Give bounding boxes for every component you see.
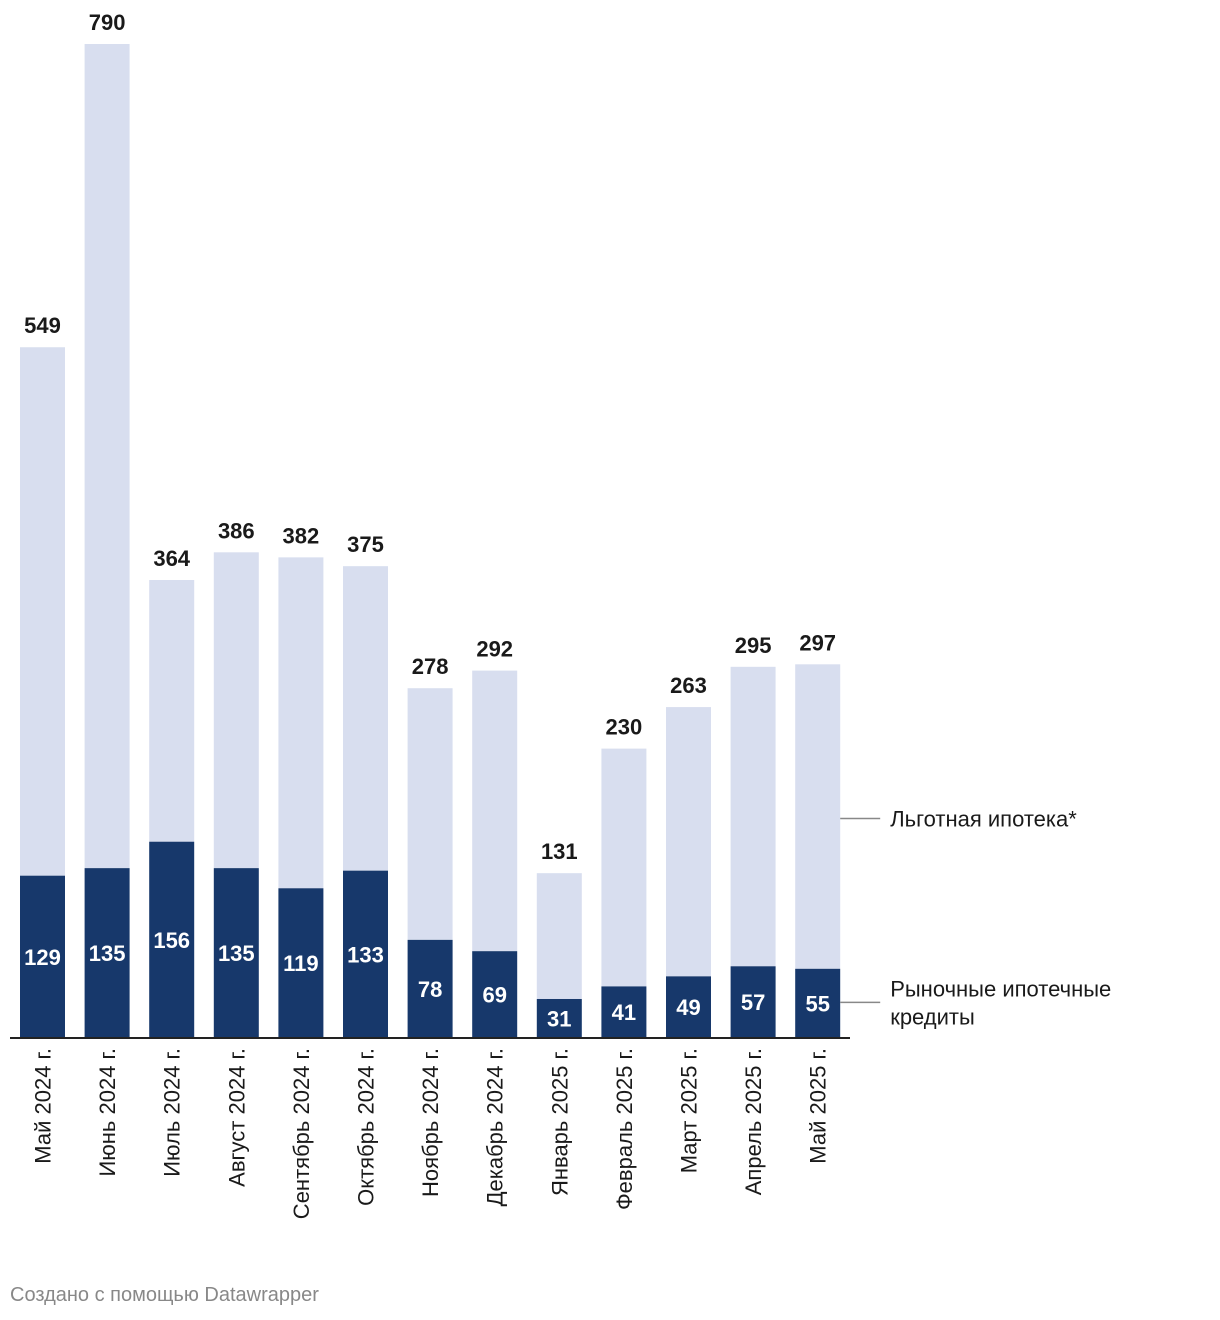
legend-label-market-line-1: кредиты [890,1004,975,1029]
total-label-7: 292 [476,637,513,662]
bar-market-1 [84,868,130,1038]
x-tick-label-11: Апрель 2025 г. [741,1048,766,1195]
x-tick-label-7: Декабрь 2024 г. [483,1048,508,1206]
bar-preferential-5 [343,566,388,871]
x-tick-label-9: Февраль 2025 г. [612,1048,637,1210]
x-tick-label-0: Май 2024 г. [31,1048,56,1164]
total-label-9: 230 [606,715,643,740]
bar-market-8 [536,998,582,1038]
market-value-label-3: 135 [218,941,255,966]
total-label-4: 382 [283,523,320,548]
x-tick-label-12: Май 2025 г. [806,1048,831,1164]
bar-market-10 [666,976,711,1038]
bar-preferential-7 [472,670,518,952]
total-label-3: 386 [218,518,255,543]
bar-market-11 [730,966,776,1038]
market-value-label-12: 55 [805,991,829,1016]
market-value-label-2: 156 [153,928,190,953]
x-tick-label-1: Июнь 2024 г. [95,1048,120,1177]
bar-market-9 [601,986,647,1038]
total-label-1: 790 [89,10,126,35]
legend-label-market-line-0: Рыночные ипотечные [890,976,1111,1001]
market-value-label-1: 135 [89,941,126,966]
bar-preferential-9 [601,748,647,987]
market-value-label-6: 78 [418,977,442,1002]
market-value-label-7: 69 [482,983,506,1008]
bar-market-7 [472,951,518,1038]
stacked-bar-chart: 549 129 Май 2024 г. 790 135 Июнь 2024 г. 364 15… [10,10,1111,1219]
total-label-6: 278 [412,654,449,679]
bar-market-2 [149,841,195,1038]
market-value-label-9: 41 [612,1000,636,1025]
bar-market-12 [795,968,841,1038]
total-label-2: 364 [153,546,190,571]
bar-preferential-4 [278,557,324,889]
bar-preferential-11 [730,666,776,967]
bar-preferential-3 [213,552,259,869]
bar-preferential-10 [666,707,711,977]
x-tick-label-10: Март 2025 г. [677,1048,702,1173]
bar-preferential-2 [149,580,195,842]
total-label-11: 295 [735,633,772,658]
market-value-label-10: 49 [676,995,700,1020]
market-value-label-4: 119 [283,951,319,976]
x-tick-label-4: Сентябрь 2024 г. [289,1048,314,1219]
total-label-12: 297 [799,630,836,655]
total-label-5: 375 [347,532,384,557]
x-tick-label-6: Ноябрь 2024 г. [418,1048,443,1197]
x-tick-label-8: Январь 2025 г. [547,1048,572,1196]
x-tick-label-3: Август 2024 г. [224,1048,249,1187]
bar-preferential-8 [536,873,582,999]
market-value-label-5: 133 [347,942,384,967]
bar-market-4 [278,888,324,1038]
bar-market-5 [343,870,388,1038]
x-tick-label-2: Июль 2024 г. [160,1048,185,1177]
bar-preferential-1 [84,44,130,869]
bar-preferential-0 [20,347,65,876]
footer-credit: Создано с помощью Datawrapper [10,1284,319,1306]
bar-market-6 [407,939,453,1038]
total-label-8: 131 [541,839,578,864]
total-label-10: 263 [670,673,707,698]
bar-preferential-6 [407,688,453,940]
market-value-label-8: 31 [547,1006,571,1031]
legend-label-preferential: Льготная ипотека* [890,807,1077,832]
x-tick-label-5: Октябрь 2024 г. [354,1048,379,1206]
market-value-label-0: 129 [24,945,61,970]
market-value-label-11: 57 [741,990,765,1015]
bar-market-3 [213,868,259,1038]
bar-market-0 [20,875,65,1038]
bar-preferential-12 [795,664,841,969]
total-label-0: 549 [24,313,61,338]
